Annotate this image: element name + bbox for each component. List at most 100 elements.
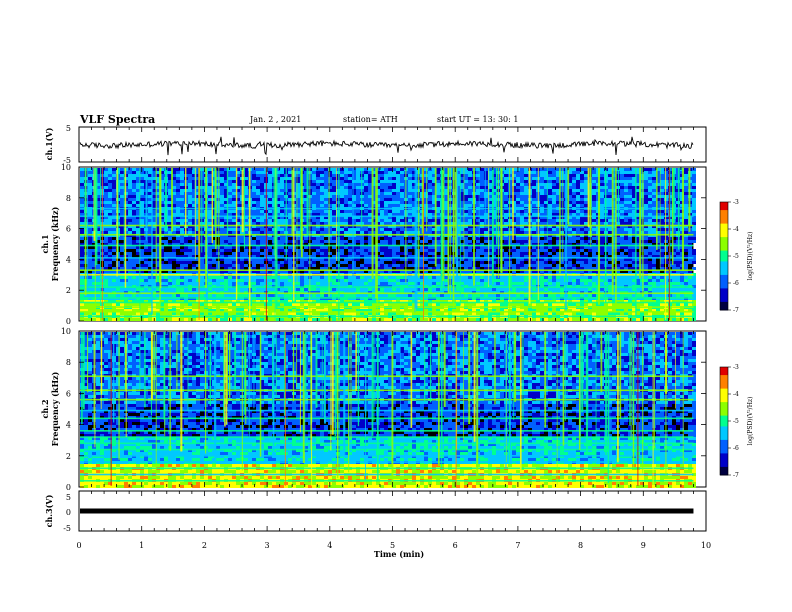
spectrogram-cell xyxy=(544,252,548,255)
spectrogram-cell xyxy=(364,180,368,183)
spectrogram-cell xyxy=(484,252,488,255)
spectrogram-cell xyxy=(540,186,544,189)
spectrogram-cell xyxy=(252,249,256,252)
spectrogram-cell xyxy=(600,219,604,222)
spectrogram-cell xyxy=(400,258,404,261)
spectrogram-cell xyxy=(468,255,472,258)
spectrogram-cell xyxy=(328,177,332,180)
spectrogram-cell xyxy=(220,246,224,249)
spectrogram-cell xyxy=(396,255,400,258)
spectrogram-cell xyxy=(240,258,244,261)
spectrogram-cell xyxy=(384,264,388,267)
spectrogram-cell xyxy=(628,204,632,207)
spectrogram-cell xyxy=(504,183,508,186)
spectrogram-cell xyxy=(224,216,228,219)
spectrogram-cell xyxy=(632,228,636,231)
spectrogram-cell xyxy=(608,210,612,213)
spectrogram-cell xyxy=(344,183,348,186)
spectrogram-cell xyxy=(208,192,212,195)
spectrogram-cell xyxy=(448,237,452,240)
spectrogram-cell xyxy=(516,231,520,234)
spectrogram-cell xyxy=(464,210,468,213)
spectrogram-cell xyxy=(132,201,136,204)
spectrogram-cell xyxy=(188,216,192,219)
spectrogram-cell xyxy=(384,228,388,231)
spectrogram-cell xyxy=(632,246,636,249)
spectrogram-cell xyxy=(432,222,436,225)
spectrogram-cell xyxy=(160,213,164,216)
spectrogram-cell xyxy=(636,243,640,246)
spectrogram-cell xyxy=(392,249,396,252)
spectrogram-cell xyxy=(544,258,548,261)
spectrogram-cell xyxy=(492,225,496,228)
spectrogram-cell xyxy=(560,252,564,255)
spectrogram-cell xyxy=(252,204,256,207)
spectrogram-cell xyxy=(200,252,204,255)
spectrogram-cell xyxy=(340,252,344,255)
spectrogram-cell xyxy=(636,195,640,198)
spectrogram-cell xyxy=(152,189,156,192)
spectrogram-cell xyxy=(136,195,140,198)
spectrogram-cell xyxy=(468,183,472,186)
spectrogram-cell xyxy=(104,231,108,234)
spectrogram-cell xyxy=(268,231,272,234)
spectrogram-cell xyxy=(436,216,440,219)
spectrogram-cell xyxy=(108,228,112,231)
spectrogram-cell xyxy=(652,219,656,222)
spectrogram-cell xyxy=(468,249,472,252)
spectrogram-cell xyxy=(368,180,372,183)
spectrogram-cell xyxy=(480,201,484,204)
spectrogram-cell xyxy=(640,240,644,243)
spectrogram-cell xyxy=(148,210,152,213)
spectrogram-cell xyxy=(276,213,280,216)
spectrogram-cell xyxy=(320,231,324,234)
spectrogram-cell xyxy=(480,180,484,183)
spectrogram-cell xyxy=(312,225,316,228)
spectrogram-cell xyxy=(360,228,364,231)
spectrogram-cell xyxy=(628,240,632,243)
spectrogram-cell xyxy=(516,225,520,228)
spectrogram-cell xyxy=(628,180,632,183)
spectrogram-cell xyxy=(628,231,632,234)
spectrogram-cell xyxy=(400,198,404,201)
spectrogram-cell xyxy=(464,258,468,261)
spectrogram-cell xyxy=(160,222,164,225)
spectrogram-cell xyxy=(432,177,436,180)
spectrogram-cell xyxy=(168,174,172,177)
spectrogram-cell xyxy=(412,240,416,243)
spectrogram-cell xyxy=(620,210,624,213)
spectrogram-cell xyxy=(504,231,508,234)
spectrogram-cell xyxy=(408,174,412,177)
spectrogram-cell xyxy=(512,174,516,177)
spectrogram-cell xyxy=(332,210,336,213)
spectrogram-cell xyxy=(572,225,576,228)
spectrogram-cell xyxy=(656,231,660,234)
spectrogram-cell xyxy=(296,258,300,261)
spectrogram-cell xyxy=(192,264,196,267)
spectrogram-cell xyxy=(620,216,624,219)
spectrogram-cell xyxy=(432,252,436,255)
spectrogram-cell xyxy=(320,228,324,231)
spectrogram-cell xyxy=(316,168,320,171)
spectrogram-cell xyxy=(460,204,464,207)
spectrogram-cell xyxy=(648,168,652,171)
spectrogram-cell xyxy=(348,231,352,234)
spectrogram-cell xyxy=(692,192,696,195)
spectrogram-cell xyxy=(224,174,228,177)
spectrogram-cell xyxy=(352,177,356,180)
spectrogram-cell xyxy=(640,216,644,219)
spectrogram-cell xyxy=(128,210,132,213)
spectrogram-cell xyxy=(240,243,244,246)
spectrogram-cell xyxy=(316,189,320,192)
spectrogram-cell xyxy=(364,168,368,171)
spectrogram-cell xyxy=(368,261,372,264)
spectrogram-cell xyxy=(388,243,392,246)
spectrogram-cell xyxy=(336,198,340,201)
spectrogram-cell xyxy=(496,174,500,177)
spectrogram-cell xyxy=(344,186,348,189)
spectrogram-cell xyxy=(80,228,84,231)
spectrogram-cell xyxy=(80,267,84,270)
spectrogram-cell xyxy=(160,246,164,249)
spectrogram-cell xyxy=(400,210,404,213)
spectrogram-cell xyxy=(416,264,420,267)
